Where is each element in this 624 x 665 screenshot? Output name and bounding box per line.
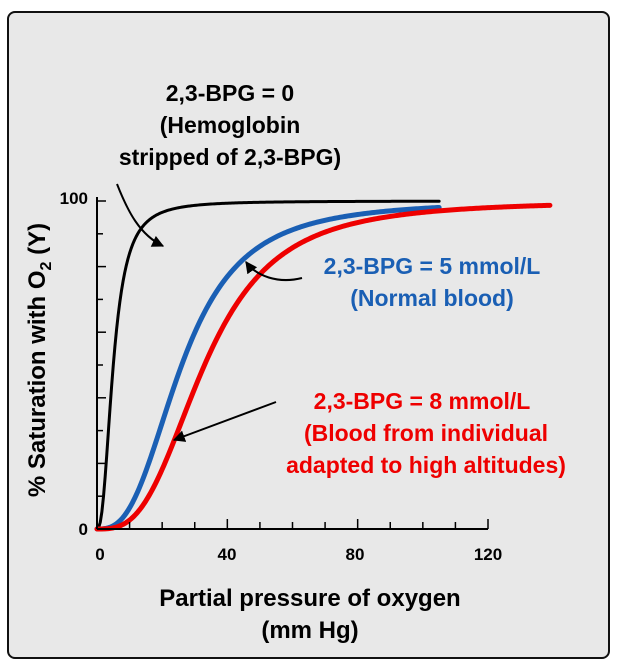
figure-panel bbox=[7, 11, 610, 659]
annotation-bpg-8-arrow bbox=[172, 401, 277, 442]
annotation-bpg-5-line2: (Normal blood) bbox=[350, 285, 514, 311]
annotation-bpg-5-line1: 2,3-BPG = 5 mmol/L bbox=[324, 253, 541, 279]
series-line-bpg-5 bbox=[94, 204, 442, 532]
annotation-bpg-0-arrow bbox=[116, 183, 165, 247]
x-tick-label-120: 120 bbox=[474, 545, 502, 564]
annotation-bpg-0-line1: 2,3-BPG = 0 bbox=[166, 80, 294, 106]
x-axis-ticks bbox=[96, 519, 489, 529]
x-tick-label-40: 40 bbox=[218, 545, 237, 564]
y-axis-ticks bbox=[97, 200, 106, 530]
x-tick-label-80: 80 bbox=[346, 545, 365, 564]
y-tick-label-100: 100 bbox=[60, 189, 88, 208]
annotation-bpg-8-line3: adapted to high altitudes) bbox=[286, 452, 566, 478]
series-line-bpg-8 bbox=[94, 202, 553, 532]
y-tick-label-0: 0 bbox=[79, 520, 88, 539]
annotation-bpg-5: 2,3-BPG = 5 mmol/L (Normal blood) bbox=[245, 253, 541, 311]
annotation-bpg-8-line1: 2,3-BPG = 8 mmol/L bbox=[314, 388, 531, 414]
y-axis-title: % Saturation with O2 (Y) bbox=[24, 223, 55, 497]
annotation-bpg-0-line3: stripped of 2,3-BPG) bbox=[119, 144, 341, 170]
x-axis-title-line1: Partial pressure of oxygen bbox=[159, 585, 460, 612]
annotation-bpg-8-line2: (Blood from individual bbox=[304, 420, 548, 446]
annotation-bpg-0-line2: (Hemoglobin bbox=[160, 112, 301, 138]
series-group bbox=[94, 199, 553, 532]
series-line-bpg-0 bbox=[95, 199, 441, 531]
annotation-bpg-8: 2,3-BPG = 8 mmol/L (Blood from individua… bbox=[172, 388, 566, 478]
annotation-bpg-5-arrow bbox=[245, 261, 303, 282]
annotation-bpg-0: 2,3-BPG = 0 (Hemoglobin stripped of 2,3-… bbox=[116, 80, 341, 247]
x-axis-title-line2: (mm Hg) bbox=[261, 617, 358, 644]
x-tick-label-0: 0 bbox=[95, 545, 104, 564]
